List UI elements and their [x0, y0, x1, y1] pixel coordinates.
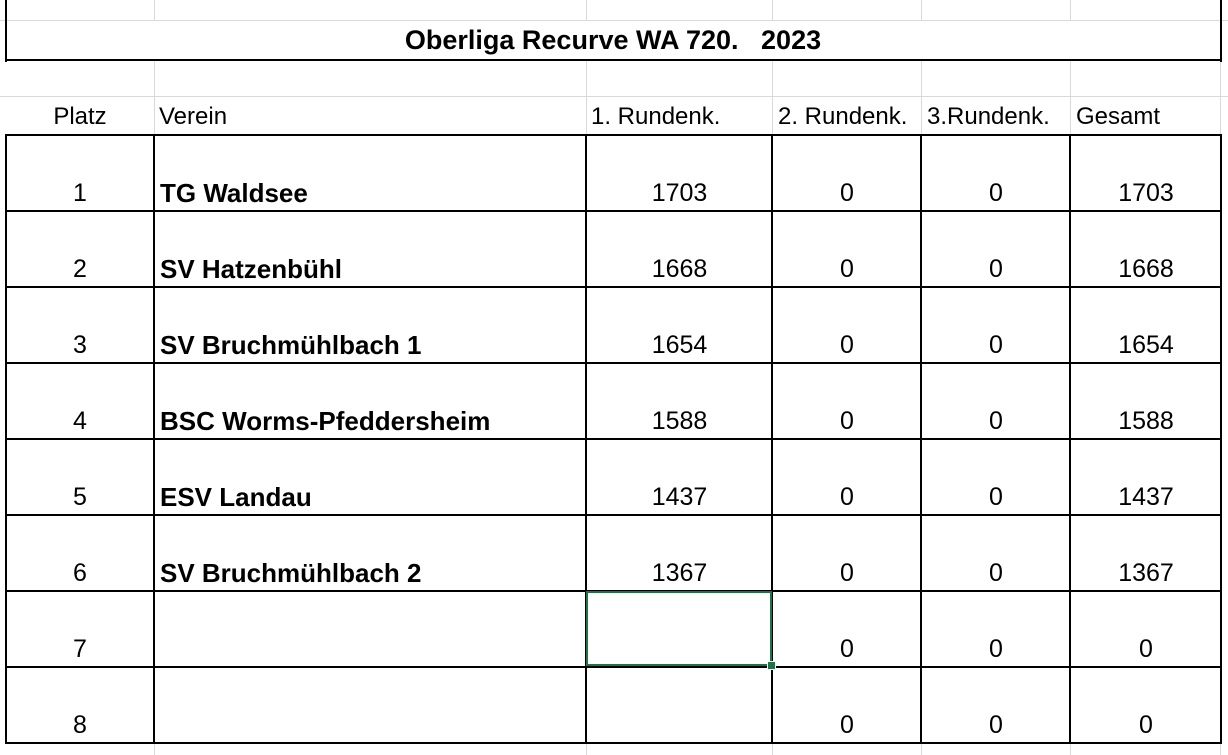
cell-platz[interactable]: 1	[73, 179, 87, 207]
cell-gesamt[interactable]: 0	[1139, 711, 1153, 739]
cell-verein[interactable]: SV Bruchmühlbach 2	[160, 558, 422, 588]
cell-r1[interactable]: 1703	[651, 179, 708, 207]
cell-r3[interactable]: 0	[989, 179, 1003, 207]
border	[771, 134, 773, 744]
cell-platz[interactable]: 5	[73, 483, 87, 511]
cell-platz[interactable]: 6	[73, 559, 87, 587]
cell-verein[interactable]: ESV Landau	[160, 482, 312, 512]
border	[5, 514, 1222, 516]
gridline	[0, 96, 1228, 97]
cell-r3[interactable]: 0	[989, 483, 1003, 511]
cell-r3[interactable]: 0	[989, 255, 1003, 283]
gridline	[0, 20, 1228, 21]
cell-verein[interactable]: TG Waldsee	[160, 178, 308, 208]
header-round-1[interactable]: 1. Rundenk.	[591, 103, 721, 130]
cell-r1[interactable]: 1668	[651, 255, 708, 283]
cell-r1[interactable]: 1437	[651, 483, 708, 511]
cell-r2[interactable]: 0	[840, 483, 854, 511]
cell-platz[interactable]: 8	[73, 711, 87, 739]
border	[585, 134, 587, 744]
cell-verein[interactable]: SV Hatzenbühl	[160, 254, 343, 284]
cell-gesamt[interactable]: 1703	[1118, 179, 1174, 207]
header-round-2[interactable]: 2. Rundenk.	[778, 103, 908, 130]
fill-handle[interactable]	[767, 661, 776, 670]
border	[5, 666, 1222, 668]
cell-platz[interactable]: 7	[73, 635, 87, 663]
cell-verein[interactable]: SV Bruchmühlbach 1	[160, 330, 422, 360]
header-verein[interactable]: Verein	[159, 103, 228, 130]
cell-r2[interactable]: 0	[840, 559, 854, 587]
border	[5, 438, 1222, 440]
border	[920, 134, 922, 744]
cell-verein[interactable]	[160, 708, 580, 742]
cell-r3[interactable]: 0	[989, 559, 1003, 587]
cell-r2[interactable]: 0	[840, 407, 854, 435]
cell-verein[interactable]: BSC Worms-Pfeddersheim	[160, 406, 491, 436]
cell-platz[interactable]: 2	[73, 255, 87, 283]
header-platz[interactable]: Platz	[53, 103, 107, 130]
header-round-3[interactable]: 3.Rundenk.	[927, 103, 1050, 130]
cell-platz[interactable]: 4	[73, 407, 87, 435]
selected-cell[interactable]	[586, 591, 772, 666]
border	[5, 742, 1222, 744]
cell-verein[interactable]	[160, 632, 580, 666]
cell-platz[interactable]: 3	[73, 331, 87, 359]
cell-r3[interactable]: 0	[989, 331, 1003, 359]
cell-r1[interactable]	[587, 708, 772, 742]
cell-r2[interactable]: 0	[840, 255, 854, 283]
cell-r3[interactable]: 0	[989, 407, 1003, 435]
cell-r2[interactable]: 0	[840, 331, 854, 359]
border	[5, 134, 7, 744]
border	[1069, 134, 1071, 744]
cell-r3[interactable]: 0	[989, 635, 1003, 663]
cell-r1[interactable]: 1654	[651, 331, 708, 359]
border	[5, 0, 7, 62]
cell-gesamt[interactable]: 0	[1139, 635, 1153, 663]
cell-gesamt[interactable]: 1437	[1118, 483, 1174, 511]
cell-r2[interactable]: 0	[840, 711, 854, 739]
border	[1220, 0, 1222, 62]
sheet-title[interactable]: Oberliga Recurve WA 720. 2023	[404, 25, 822, 55]
cell-r1[interactable]: 1367	[651, 559, 708, 587]
cell-r3[interactable]: 0	[989, 711, 1003, 739]
border	[5, 210, 1222, 212]
header-gesamt[interactable]: Gesamt	[1076, 103, 1161, 130]
cell-gesamt[interactable]: 1654	[1118, 331, 1174, 359]
cell-gesamt[interactable]: 1588	[1118, 407, 1174, 435]
border	[5, 362, 1222, 364]
merged-title-cell	[7, 21, 1220, 59]
cell-gesamt[interactable]: 1668	[1118, 255, 1174, 283]
cell-r1[interactable]: 1588	[651, 407, 708, 435]
border	[5, 286, 1222, 288]
border	[5, 134, 1222, 136]
border	[1220, 134, 1222, 744]
cell-gesamt[interactable]: 1367	[1118, 559, 1174, 587]
border	[153, 134, 155, 744]
cell-r2[interactable]: 0	[840, 635, 854, 663]
border	[5, 59, 1222, 61]
cell-r2[interactable]: 0	[840, 179, 854, 207]
